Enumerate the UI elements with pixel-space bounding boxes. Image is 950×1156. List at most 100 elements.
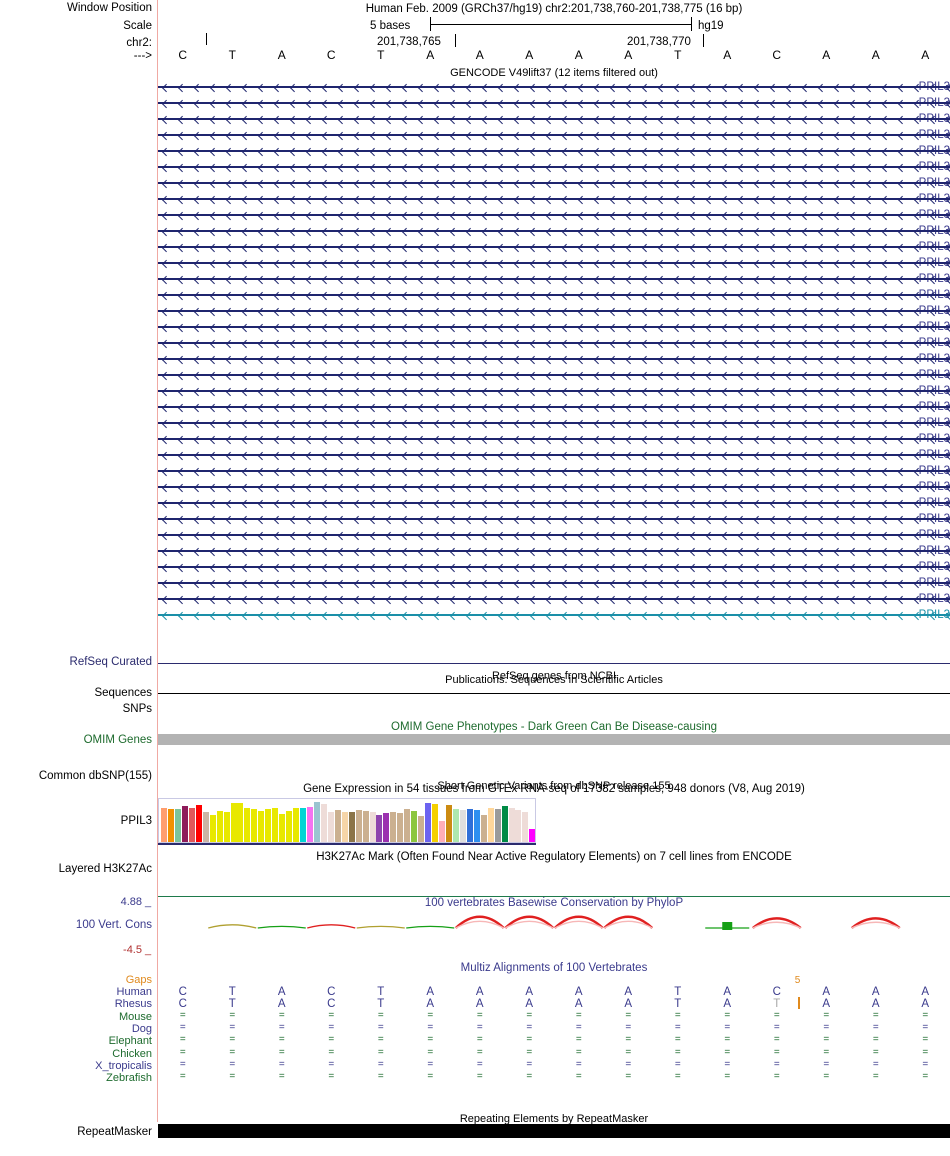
- gtex-tissue-bar[interactable]: [265, 809, 272, 842]
- gtex-tissue-bar[interactable]: [216, 811, 223, 842]
- gene-row[interactable]: PPIL3: [0, 415, 950, 431]
- gene-row[interactable]: PPIL3: [0, 399, 950, 415]
- gtex-tissue-bar[interactable]: [306, 806, 313, 842]
- gene-row[interactable]: PPIL3: [0, 543, 950, 559]
- multiz-species-label[interactable]: Dog: [131, 1022, 152, 1035]
- gene-row[interactable]: PPIL3: [0, 479, 950, 495]
- gtex-tissue-bar[interactable]: [188, 807, 195, 842]
- gtex-tissue-bar[interactable]: [376, 815, 383, 842]
- multiz-species-label[interactable]: X_tropicalis: [95, 1059, 152, 1072]
- gtex-tissue-bar[interactable]: [300, 808, 306, 842]
- gene-row[interactable]: PPIL3: [0, 191, 950, 207]
- gene-row[interactable]: PPIL3: [0, 223, 950, 239]
- gtex-tissue-bar[interactable]: [202, 811, 209, 842]
- gene-row[interactable]: PPIL3: [0, 239, 950, 255]
- gtex-tissue-bar[interactable]: [320, 804, 327, 842]
- publications-label[interactable]: Sequences: [94, 687, 152, 699]
- gtex-tissue-bar[interactable]: [244, 808, 251, 842]
- gene-row[interactable]: PPIL3: [0, 319, 950, 335]
- gtex-tissue-bar[interactable]: [459, 810, 466, 842]
- gene-row[interactable]: PPIL3: [0, 607, 950, 623]
- omim-label[interactable]: OMIM Genes: [83, 734, 152, 746]
- gene-row[interactable]: PPIL3: [0, 127, 950, 143]
- gtex-tissue-bar[interactable]: [439, 821, 445, 842]
- gtex-tissue-bar[interactable]: [272, 808, 279, 842]
- gene-row[interactable]: PPIL3: [0, 79, 950, 95]
- gtex-tissue-bar[interactable]: [341, 811, 348, 842]
- gtex-tissue-bar[interactable]: [362, 811, 369, 842]
- multiz-species-label[interactable]: Elephant: [108, 1035, 152, 1048]
- repeatmasker-label[interactable]: RepeatMasker: [77, 1126, 152, 1138]
- multiz-species-label[interactable]: Rhesus: [114, 998, 152, 1011]
- gtex-tissue-bar[interactable]: [251, 809, 258, 842]
- gene-row[interactable]: PPIL3: [0, 575, 950, 591]
- gene-row[interactable]: PPIL3: [0, 447, 950, 463]
- gtex-label[interactable]: PPIL3: [120, 815, 152, 827]
- snps-label[interactable]: SNPs: [122, 703, 152, 715]
- gene-row[interactable]: PPIL3: [0, 111, 950, 127]
- repeatmasker-band[interactable]: [158, 1124, 950, 1138]
- gtex-tissue-bar[interactable]: [369, 811, 376, 842]
- gene-row[interactable]: PPIL3: [0, 335, 950, 351]
- gtex-tissue-bar[interactable]: [293, 808, 300, 842]
- gtex-tissue-bar[interactable]: [487, 807, 494, 842]
- gtex-tissue-bar[interactable]: [209, 815, 216, 842]
- gtex-tissue-bar[interactable]: [404, 809, 411, 842]
- gtex-tissue-bar[interactable]: [348, 811, 355, 842]
- gtex-tissue-bar[interactable]: [425, 803, 432, 842]
- gene-row[interactable]: PPIL3: [0, 527, 950, 543]
- gtex-tissue-bar[interactable]: [174, 809, 181, 842]
- gtex-tissue-bar[interactable]: [286, 811, 293, 842]
- gtex-tissue-bar[interactable]: [494, 809, 501, 842]
- gene-row[interactable]: PPIL3: [0, 159, 950, 175]
- multiz-species-label[interactable]: Human: [116, 986, 152, 998]
- gene-row[interactable]: PPIL3: [0, 559, 950, 575]
- gene-row[interactable]: PPIL3: [0, 271, 950, 287]
- gtex-tissue-bar[interactable]: [508, 808, 515, 842]
- gene-row[interactable]: PPIL3: [0, 303, 950, 319]
- gtex-tissue-bar[interactable]: [501, 805, 508, 842]
- gene-row[interactable]: PPIL3: [0, 495, 950, 511]
- gtex-tissue-bar[interactable]: [279, 813, 286, 842]
- gene-row[interactable]: PPIL3: [0, 591, 950, 607]
- multiz-species-label[interactable]: Mouse: [118, 1010, 152, 1023]
- gtex-tissue-bar[interactable]: [223, 811, 230, 842]
- gtex-tissue-bar[interactable]: [466, 809, 473, 842]
- gtex-tissue-bar[interactable]: [515, 810, 522, 842]
- gene-row[interactable]: PPIL3: [0, 383, 950, 399]
- gtex-tissue-bar[interactable]: [452, 809, 459, 842]
- refseq-label[interactable]: RefSeq Curated: [69, 656, 152, 668]
- gtex-tissue-bar[interactable]: [181, 805, 188, 842]
- gene-row[interactable]: PPIL3: [0, 431, 950, 447]
- omim-gene-band[interactable]: [158, 734, 950, 745]
- h3k27ac-label[interactable]: Layered H3K27Ac: [58, 863, 152, 875]
- gene-row[interactable]: PPIL3: [0, 367, 950, 383]
- gene-row[interactable]: PPIL3: [0, 463, 950, 479]
- gtex-tissue-bar[interactable]: [480, 815, 487, 842]
- gene-row[interactable]: PPIL3: [0, 175, 950, 191]
- conservation-label[interactable]: 100 Vert. Cons: [75, 919, 152, 931]
- gtex-tissue-bar[interactable]: [418, 816, 425, 842]
- gene-row[interactable]: PPIL3: [0, 207, 950, 223]
- gene-row[interactable]: PPIL3: [0, 351, 950, 367]
- gtex-tissue-bar[interactable]: [258, 811, 265, 842]
- gtex-tissue-bar[interactable]: [327, 811, 334, 842]
- gtex-tissue-bar[interactable]: [473, 810, 480, 842]
- gene-row[interactable]: PPIL3: [0, 143, 950, 159]
- multiz-species-label[interactable]: Chicken: [112, 1047, 152, 1060]
- gtex-tissue-bar[interactable]: [230, 803, 237, 842]
- gtex-tissue-bar[interactable]: [397, 812, 404, 842]
- gtex-tissue-bar[interactable]: [237, 803, 244, 842]
- gene-row[interactable]: PPIL3: [0, 95, 950, 111]
- gtex-tissue-bar[interactable]: [334, 810, 341, 842]
- gtex-tissue-bar[interactable]: [167, 809, 174, 842]
- gtex-tissue-bar[interactable]: [383, 812, 390, 842]
- gene-row[interactable]: PPIL3: [0, 511, 950, 527]
- gene-row[interactable]: PPIL3: [0, 287, 950, 303]
- gtex-tissue-bar[interactable]: [411, 811, 418, 842]
- gtex-tissue-bar[interactable]: [445, 805, 452, 842]
- gtex-tissue-bar[interactable]: [432, 804, 439, 842]
- gtex-tissue-bar[interactable]: [522, 811, 529, 842]
- gene-row[interactable]: PPIL3: [0, 255, 950, 271]
- multiz-species-label[interactable]: Zebrafish: [106, 1072, 152, 1085]
